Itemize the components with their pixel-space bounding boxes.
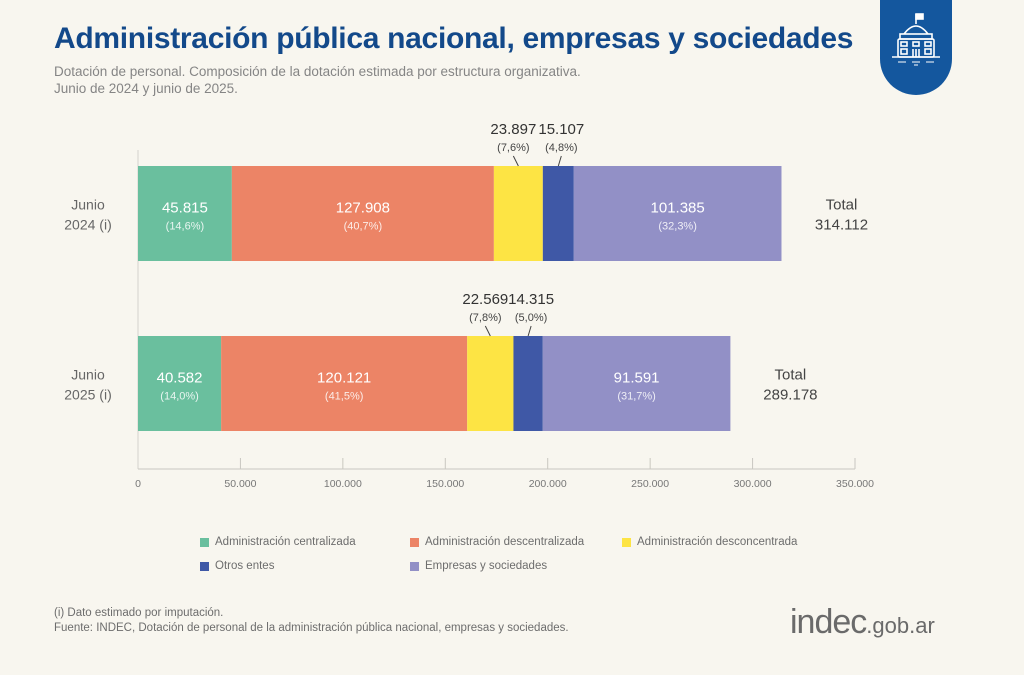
bar-value-label: 40.582	[157, 370, 203, 387]
bar-value-label: 120.121	[317, 370, 371, 387]
total-value: 289.178	[763, 387, 817, 404]
brand-suffix: .gob.ar	[866, 613, 935, 638]
legend-label: Otros entes	[215, 560, 275, 572]
bar-value-label: 45.815	[162, 200, 208, 217]
legend-swatch	[200, 537, 209, 547]
x-tick-label: 150.000	[426, 478, 464, 490]
bar-percent-label: (4,8%)	[545, 142, 577, 154]
bar-segment	[573, 166, 782, 261]
bar-percent-label: (7,8%)	[469, 312, 501, 324]
bar-segment	[231, 166, 494, 261]
leader-line	[512, 155, 519, 167]
bar-percent-label: (7,6%)	[497, 142, 529, 154]
x-tick-label: 250.000	[631, 478, 669, 490]
legend-item: Administración descentralizada	[410, 536, 584, 548]
bar-segment	[221, 336, 468, 431]
chart-title: Administración pública nacional, empresa…	[54, 22, 854, 55]
bar-percent-label: (40,7%)	[344, 221, 383, 233]
bar-value-label: 15.107	[538, 121, 584, 138]
x-tick-label: 350.000	[836, 478, 874, 490]
imputation-note: (i) Dato estimado por imputación.	[54, 607, 224, 619]
legend-swatch	[410, 561, 419, 571]
legend-swatch	[622, 537, 631, 547]
legend-item: Empresas y sociedades	[410, 560, 547, 572]
category-badge	[880, 0, 952, 95]
bar-percent-label: (14,6%)	[166, 221, 205, 233]
legend-label: Administración descentralizada	[425, 536, 585, 548]
x-tick-label: 0	[135, 478, 141, 490]
total-label: Total	[775, 367, 807, 384]
total-value: 314.112	[815, 217, 868, 234]
bar-value-label: 22.569	[462, 291, 508, 308]
bar-percent-label: (5,0%)	[515, 312, 547, 324]
subtitle-line-1: Dotación de personal. Composición de la …	[54, 64, 581, 79]
legend-item: Administración centralizada	[200, 536, 356, 548]
x-tick-label: 50.000	[224, 478, 256, 490]
bar-percent-label: (32,3%)	[658, 221, 697, 233]
category-label: Junio	[71, 197, 105, 213]
brand-main: indec	[790, 603, 867, 641]
category-label: 2024 (i)	[64, 217, 111, 233]
indec-logo[interactable]: indec.gob.ar	[790, 603, 935, 642]
bar-segment	[542, 166, 574, 261]
bar-segment	[138, 336, 222, 431]
x-tick-label: 300.000	[734, 478, 772, 490]
footnote: (i) Dato estimado por imputación. Fuente…	[54, 606, 569, 636]
leader-line	[527, 325, 532, 337]
chart-subtitle: Dotación de personal. Composición de la …	[54, 63, 581, 97]
bar-segment	[542, 336, 731, 431]
bar-segment	[513, 336, 543, 431]
bar-percent-label: (14,0%)	[160, 391, 199, 403]
bar-value-label: 91.591	[614, 370, 660, 387]
bar-segment	[467, 336, 514, 431]
bar-value-label: 14.315	[508, 291, 554, 308]
legend-label: Administración desconcentrada	[637, 536, 798, 548]
legend-item: Administración desconcentrada	[622, 536, 797, 548]
legend-label: Empresas y sociedades	[425, 560, 548, 572]
leader-line	[484, 325, 491, 337]
government-building-icon	[892, 13, 940, 66]
category-label: Junio	[71, 367, 105, 383]
legend-swatch	[410, 537, 419, 547]
legend-item: Otros entes	[200, 560, 274, 572]
source-note: Fuente: INDEC, Dotación de personal de l…	[54, 622, 569, 634]
x-tick-label: 100.000	[324, 478, 362, 490]
legend-label: Administración centralizada	[215, 536, 356, 548]
leader-line	[557, 155, 562, 167]
bar-segment	[493, 166, 543, 261]
bar-value-label: 127.908	[336, 200, 390, 217]
legend-swatch	[200, 561, 209, 571]
bar-value-label: 23.897	[490, 121, 536, 138]
category-label: 2025 (i)	[64, 387, 111, 403]
subtitle-line-2: Junio de 2024 y junio de 2025.	[54, 81, 238, 96]
total-label: Total	[826, 197, 858, 214]
bar-value-label: 101.385	[651, 200, 705, 217]
stacked-bar-chart: 0 50.000 100.000 150.000 200.000 250.000 300.0…	[64, 121, 874, 490]
bar-percent-label: (41,5%)	[325, 391, 364, 403]
x-tick-label: 200.000	[529, 478, 567, 490]
bar-percent-label: (31,7%)	[617, 391, 656, 403]
bar-segment	[138, 166, 232, 261]
